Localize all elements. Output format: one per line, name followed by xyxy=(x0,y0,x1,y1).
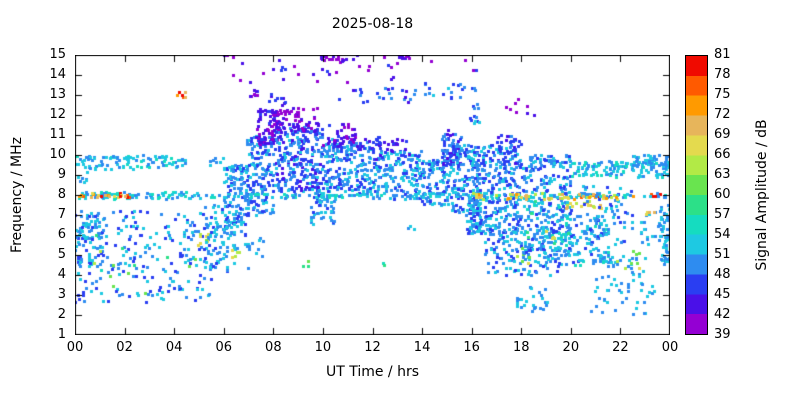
colorbar-tick-label: 57 xyxy=(714,207,731,222)
x-tick-label: 02 xyxy=(116,340,133,355)
x-tick-label: 22 xyxy=(612,340,629,355)
x-tick-label: 00 xyxy=(661,340,679,355)
x-tick-label: 10 xyxy=(314,340,332,355)
x-tick-label: 20 xyxy=(562,340,580,355)
y-tick-label: 6 xyxy=(57,227,66,242)
colorbar-tick-label: 42 xyxy=(714,307,731,322)
y-tick-label: 2 xyxy=(57,307,66,322)
x-tick-label: 00 xyxy=(66,340,84,355)
x-tick-label: 14 xyxy=(413,340,431,355)
colorbar-label: Signal Amplitude / dB xyxy=(754,119,770,271)
colorbar-gradient xyxy=(685,55,708,335)
y-tick-label: 12 xyxy=(49,107,66,122)
y-tick-label: 10 xyxy=(49,147,66,162)
y-tick-label: 15 xyxy=(49,47,66,62)
plot-area xyxy=(75,55,670,335)
colorbar-tick-label: 66 xyxy=(714,147,731,162)
colorbar-tick-label: 69 xyxy=(714,127,731,142)
y-tick-label: 9 xyxy=(57,167,66,182)
x-tick-label: 16 xyxy=(463,340,480,355)
x-tick-label: 08 xyxy=(265,340,282,355)
colorbar-tick-label: 45 xyxy=(714,287,731,302)
colorbar-tick-label: 72 xyxy=(714,107,731,122)
y-tick-label: 1 xyxy=(57,327,66,342)
x-tick-label: 12 xyxy=(364,340,381,355)
y-tick-label: 13 xyxy=(49,87,66,102)
plot-canvas xyxy=(75,55,670,335)
colorbar-tick-label: 75 xyxy=(714,87,731,102)
colorbar-tick-label: 63 xyxy=(714,167,731,182)
y-tick-label: 11 xyxy=(49,127,66,142)
x-axis-label: UT Time / hrs xyxy=(325,364,420,380)
y-tick-label: 14 xyxy=(49,67,66,82)
colorbar-tick-label: 78 xyxy=(714,67,731,82)
y-tick-label: 3 xyxy=(57,287,66,302)
x-tick-label: 04 xyxy=(165,340,183,355)
y-tick-label: 4 xyxy=(57,267,66,282)
chart-title: 2025-08-18 xyxy=(331,16,414,32)
y-tick-label: 8 xyxy=(57,187,66,202)
colorbar-tick-label: 54 xyxy=(714,227,731,242)
colorbar-tick-label: 60 xyxy=(714,187,731,202)
colorbar-tick-label: 51 xyxy=(714,247,731,262)
colorbar-tick-label: 39 xyxy=(714,327,731,342)
colorbar-tick-label: 48 xyxy=(714,267,731,282)
y-tick-label: 7 xyxy=(57,207,66,222)
x-tick-label: 06 xyxy=(215,340,233,355)
colorbar-tick-label: 81 xyxy=(714,47,731,62)
x-tick-label: 18 xyxy=(512,340,530,355)
y-tick-label: 5 xyxy=(57,247,66,262)
